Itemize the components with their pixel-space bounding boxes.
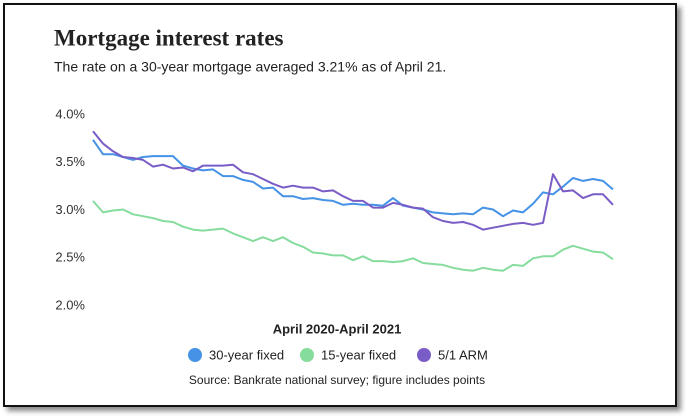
y-tick-label: 4.0%: [55, 106, 85, 121]
series-line: [92, 130, 614, 231]
y-tick-label: 2.0%: [55, 297, 85, 312]
legend-marker: [300, 348, 314, 362]
chart-subtitle: The rate on a 30-year mortgage averaged …: [54, 59, 446, 75]
series-line: [92, 139, 614, 218]
legend-label: 15-year fixed: [321, 347, 396, 362]
legend-label: 30-year fixed: [209, 347, 284, 362]
frame: [3, 3, 677, 407]
y-tick-label: 2.5%: [55, 250, 85, 265]
chart-title: Mortgage interest rates: [54, 25, 284, 50]
legend-label: 5/1 ARM: [438, 347, 488, 362]
y-tick-label: 3.5%: [55, 154, 85, 169]
y-tick-label: 3.0%: [55, 202, 85, 217]
series-line: [92, 200, 614, 272]
legend-marker: [188, 348, 202, 362]
source-note: Source: Bankrate national survey; figure…: [189, 373, 485, 387]
x-axis-label: April 2020-April 2021: [273, 321, 402, 336]
legend-marker: [417, 348, 431, 362]
